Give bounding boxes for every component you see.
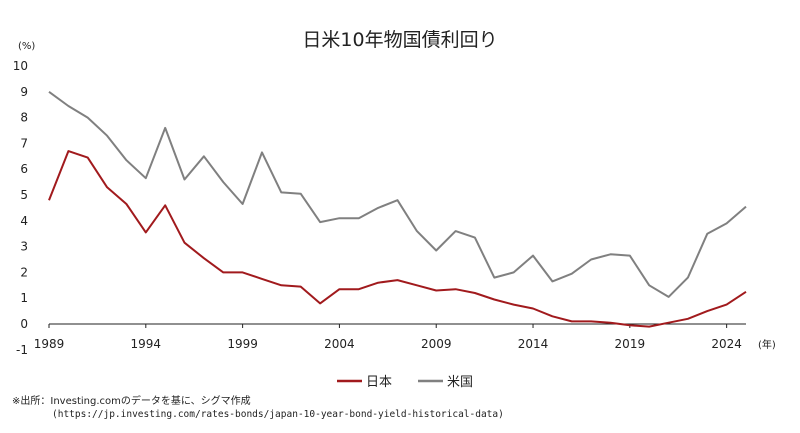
series-line-japan bbox=[48, 150, 747, 328]
y-tick-label: 8 bbox=[20, 111, 28, 125]
y-tick-label: 6 bbox=[20, 162, 28, 176]
y-tick-label: 1 bbox=[20, 291, 28, 305]
y-tick-label: 2 bbox=[20, 265, 28, 279]
y-tick-label: -1 bbox=[16, 343, 28, 357]
y-tick-label: 7 bbox=[20, 136, 28, 150]
y-tick-label: 4 bbox=[20, 214, 28, 228]
y-axis-ticks: -1 0 1 2 3 4 5 6 7 8 9 10 bbox=[13, 59, 28, 357]
y-tick-label: 5 bbox=[20, 188, 28, 202]
legend-label-us: 米国 bbox=[447, 375, 473, 390]
x-tick-label: 2024 bbox=[711, 337, 742, 351]
x-axis-ticks: 1989 1994 1999 2004 2009 2014 2019 2024 bbox=[34, 324, 742, 351]
y-tick-label: 3 bbox=[20, 240, 28, 254]
x-tick-label: 2019 bbox=[615, 337, 646, 351]
x-tick-label: 2014 bbox=[518, 337, 549, 351]
series-lines bbox=[48, 90, 747, 328]
legend: 日本 米国 bbox=[337, 375, 473, 390]
x-tick-label: 2009 bbox=[421, 337, 452, 351]
x-tick-label: 1994 bbox=[131, 337, 162, 351]
x-tick-label: 2004 bbox=[324, 337, 355, 351]
y-tick-label: 9 bbox=[20, 85, 28, 99]
x-tick-label: 1999 bbox=[227, 337, 258, 351]
y-tick-label: 0 bbox=[20, 317, 28, 331]
y-axis-unit: (%) bbox=[18, 41, 35, 52]
series-line-us bbox=[48, 90, 747, 298]
x-axis-unit: (年) bbox=[758, 338, 776, 351]
y-tick-label: 10 bbox=[13, 59, 28, 73]
x-tick-label: 1989 bbox=[34, 337, 65, 351]
source-url: (https://jp.investing.com/rates-bonds/ja… bbox=[52, 409, 504, 420]
source-note: ※出所：Investing.comのデータを基に、シグマ作成 (https://… bbox=[12, 395, 504, 421]
chart-title: 日米10年物国債利回り bbox=[302, 29, 497, 51]
legend-label-japan: 日本 bbox=[366, 375, 392, 390]
source-line-1: ※出所：Investing.comのデータを基に、シグマ作成 bbox=[12, 396, 251, 407]
